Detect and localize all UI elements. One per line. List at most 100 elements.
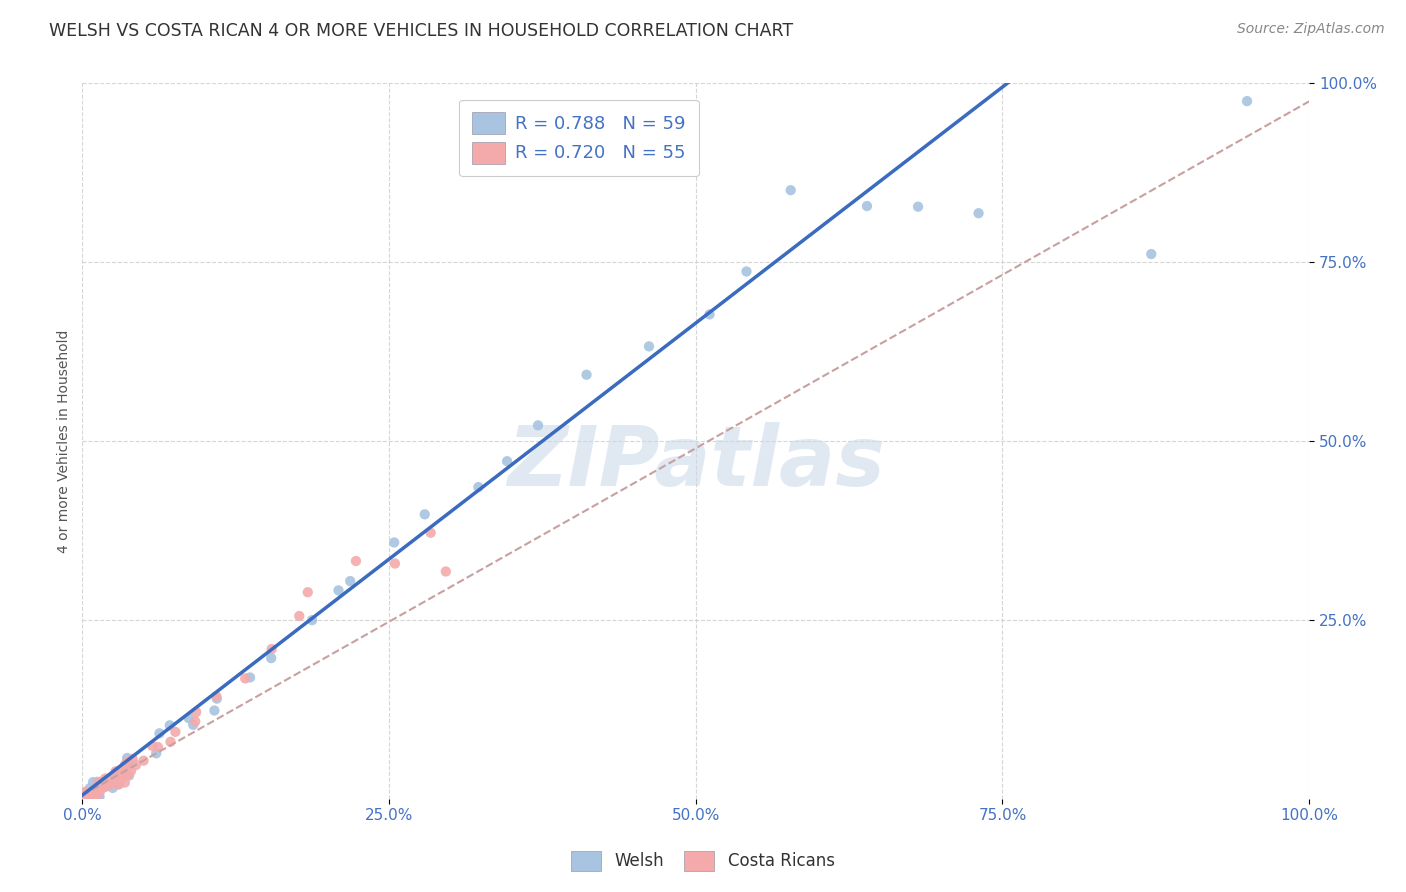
Point — [779, 183, 801, 197]
Point — [79, 791, 101, 805]
Text: Source: ZipAtlas.com: Source: ZipAtlas.com — [1237, 22, 1385, 37]
Point — [96, 777, 118, 791]
Point — [125, 758, 148, 772]
Point — [82, 783, 104, 797]
Point — [87, 782, 110, 797]
Point — [419, 525, 441, 540]
Text: ZIPatlas: ZIPatlas — [506, 422, 884, 503]
Point — [301, 613, 323, 627]
Point — [856, 199, 879, 213]
Point — [159, 735, 181, 749]
Legend: R = 0.788   N = 59, R = 0.720   N = 55: R = 0.788 N = 59, R = 0.720 N = 55 — [460, 100, 699, 177]
Point — [165, 724, 187, 739]
Text: WELSH VS COSTA RICAN 4 OR MORE VEHICLES IN HOUSEHOLD CORRELATION CHART: WELSH VS COSTA RICAN 4 OR MORE VEHICLES … — [49, 22, 793, 40]
Point — [177, 711, 200, 725]
Point — [699, 307, 721, 321]
Point — [94, 772, 117, 786]
Point — [84, 791, 107, 805]
Point — [413, 508, 436, 522]
Point — [114, 769, 136, 783]
Point — [120, 764, 142, 778]
Point — [82, 775, 104, 789]
Point — [186, 705, 208, 719]
Point — [76, 789, 98, 803]
Point — [967, 206, 990, 220]
Point — [260, 651, 283, 665]
Point — [735, 264, 758, 278]
Point — [87, 782, 110, 797]
Point — [118, 768, 141, 782]
Point — [110, 772, 132, 786]
Point — [1236, 94, 1258, 108]
Point — [114, 775, 136, 789]
Point — [91, 779, 114, 793]
Point — [108, 769, 131, 783]
Point — [89, 775, 111, 789]
Point — [205, 691, 228, 706]
Point — [83, 785, 105, 799]
Point — [87, 789, 110, 803]
Point — [496, 454, 519, 468]
Legend: Welsh, Costa Ricans: Welsh, Costa Ricans — [562, 842, 844, 880]
Point — [104, 764, 127, 779]
Point — [233, 672, 256, 686]
Point — [72, 786, 94, 800]
Point — [101, 771, 124, 785]
Point — [638, 339, 661, 353]
Point — [90, 777, 112, 791]
Point — [79, 781, 101, 796]
Point — [86, 786, 108, 800]
Point — [339, 574, 361, 588]
Point — [907, 200, 929, 214]
Point — [527, 418, 550, 433]
Point — [94, 780, 117, 794]
Point — [184, 714, 207, 729]
Point — [202, 704, 225, 718]
Point — [344, 554, 367, 568]
Y-axis label: 4 or more Vehicles in Household: 4 or more Vehicles in Household — [58, 329, 72, 553]
Point — [145, 747, 167, 761]
Point — [146, 740, 169, 755]
Point — [75, 791, 97, 805]
Point — [90, 777, 112, 791]
Point — [328, 583, 350, 598]
Point — [434, 565, 457, 579]
Point — [111, 770, 134, 784]
Point — [121, 752, 143, 766]
Point — [384, 557, 406, 571]
Point — [90, 781, 112, 796]
Point — [89, 784, 111, 798]
Point — [83, 791, 105, 805]
Point — [205, 690, 228, 704]
Point — [96, 774, 118, 789]
Point — [115, 755, 138, 769]
Point — [107, 778, 129, 792]
Point — [72, 789, 94, 803]
Point — [141, 739, 163, 753]
Point — [101, 773, 124, 788]
Point — [89, 789, 111, 804]
Point — [89, 780, 111, 795]
Point — [82, 789, 104, 804]
Point — [288, 609, 311, 624]
Point — [239, 670, 262, 684]
Point — [382, 535, 405, 549]
Point — [260, 642, 283, 657]
Point — [87, 782, 110, 797]
Point — [72, 789, 94, 804]
Point — [72, 790, 94, 805]
Point — [1140, 247, 1163, 261]
Point — [297, 585, 319, 599]
Point — [105, 764, 128, 779]
Point — [108, 777, 131, 791]
Point — [467, 480, 489, 494]
Point — [148, 726, 170, 740]
Point — [159, 718, 181, 732]
Point — [72, 790, 94, 805]
Point — [114, 757, 136, 772]
Point — [117, 767, 139, 781]
Point — [118, 756, 141, 771]
Point — [105, 766, 128, 780]
Point — [115, 751, 138, 765]
Point — [98, 778, 121, 792]
